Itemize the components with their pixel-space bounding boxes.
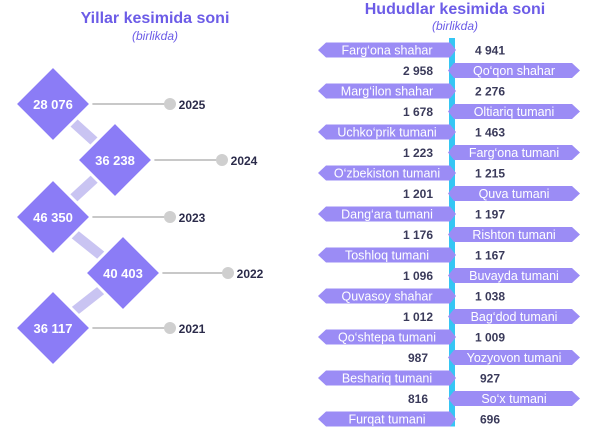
year-label: 2024 — [231, 154, 258, 168]
region-name: Rishton tumani — [472, 228, 555, 242]
region-name: Farg‘ona tumani — [469, 146, 559, 160]
region-name: Qo‘shtepa tumani — [338, 331, 436, 345]
year-dot — [164, 211, 176, 223]
year-value-label: 46 350 — [33, 210, 73, 225]
region-ribbon — [318, 370, 456, 386]
region-ribbon — [448, 63, 580, 78]
region-ribbon — [448, 309, 580, 324]
year-diamond — [13, 288, 93, 368]
region-ribbon — [448, 145, 580, 160]
region-value: 1 463 — [475, 126, 505, 140]
year-dot — [164, 98, 176, 110]
region-ribbon — [318, 247, 456, 263]
year-label: 2022 — [237, 267, 264, 281]
region-value: 1 038 — [475, 290, 505, 304]
region-value: 2 276 — [475, 85, 505, 99]
region-ribbon — [318, 288, 456, 304]
region-value: 1 197 — [475, 208, 505, 222]
region-value: 987 — [408, 351, 428, 365]
region-name: Furqat tumani — [348, 413, 425, 427]
region-ribbon — [448, 104, 580, 119]
years-diamond-chart: 28 076 2025 36 238 2024 46 350 2023 40 403 2022… — [13, 64, 264, 368]
region-value: 1 201 — [403, 187, 433, 201]
region-name: Quva tumani — [479, 187, 550, 201]
region-name: Marg‘ilon shahar — [341, 85, 433, 99]
region-name: Beshariq tumani — [342, 372, 432, 386]
region-name: Uchko‘prik tumani — [337, 126, 436, 140]
region-name: Buvayda tumani — [469, 269, 559, 283]
region-value: 1 167 — [475, 249, 505, 263]
region-value: 816 — [408, 392, 428, 406]
region-value: 1 096 — [403, 269, 433, 283]
region-name: O‘zbekiston tumani — [334, 167, 440, 181]
year-label: 2023 — [179, 211, 206, 225]
region-name: Bag‘dod tumani — [471, 310, 558, 324]
region-value: 1 223 — [403, 146, 433, 160]
region-name: So‘x tumani — [481, 392, 546, 406]
region-name: Farg‘ona shahar — [341, 44, 432, 58]
region-value: 1 215 — [475, 167, 505, 181]
region-value: 927 — [480, 372, 500, 386]
region-ribbon — [448, 268, 580, 283]
region-value: 4 941 — [475, 44, 505, 58]
left-chart-title: Yillar kesimida soni — [80, 10, 230, 27]
year-label: 2025 — [179, 98, 206, 112]
year-value-label: 40 403 — [103, 266, 143, 281]
region-value: 1 012 — [403, 310, 433, 324]
right-chart-unit: (birlikda) — [431, 19, 478, 33]
region-ribbon — [448, 186, 580, 201]
year-dot — [216, 154, 228, 166]
region-ribbon — [448, 391, 580, 406]
region-ribbon — [318, 165, 456, 181]
year-diamond — [13, 177, 93, 257]
region-name: Quvasoy shahar — [341, 290, 432, 304]
region-ribbon — [318, 83, 456, 99]
region-value: 1 009 — [475, 331, 505, 345]
year-value-label: 36 238 — [95, 153, 135, 168]
region-ribbon — [318, 329, 456, 345]
year-dot — [164, 322, 176, 334]
region-ribbon — [318, 42, 456, 58]
region-name: Oltiariq tumani — [474, 105, 555, 119]
region-ribbon — [318, 124, 456, 140]
year-diamond — [83, 233, 163, 313]
region-ribbon — [448, 350, 580, 365]
region-value: 696 — [480, 413, 500, 427]
region-name: Yozyovon tumani — [467, 351, 562, 365]
region-name: Qo‘qon shahar — [473, 64, 555, 78]
region-name: Toshloq tumani — [345, 249, 429, 263]
region-value: 1 176 — [403, 228, 433, 242]
year-diamond — [75, 120, 155, 200]
year-value-label: 36 117 — [33, 321, 72, 336]
year-label: 2021 — [179, 322, 206, 336]
right-chart-title: Hududlar kesimida soni — [364, 1, 546, 18]
region-ribbon — [318, 411, 456, 427]
region-ribbon — [318, 206, 456, 222]
region-name: Dang‘ara tumani — [341, 208, 433, 222]
year-dot — [222, 267, 234, 279]
year-diamond — [13, 64, 93, 144]
region-value: 1 678 — [403, 105, 433, 119]
region-value: 2 958 — [403, 64, 433, 78]
year-value-label: 28 076 — [33, 97, 73, 112]
region-ribbon — [448, 227, 580, 242]
left-chart-unit: (birlikda) — [131, 29, 178, 43]
